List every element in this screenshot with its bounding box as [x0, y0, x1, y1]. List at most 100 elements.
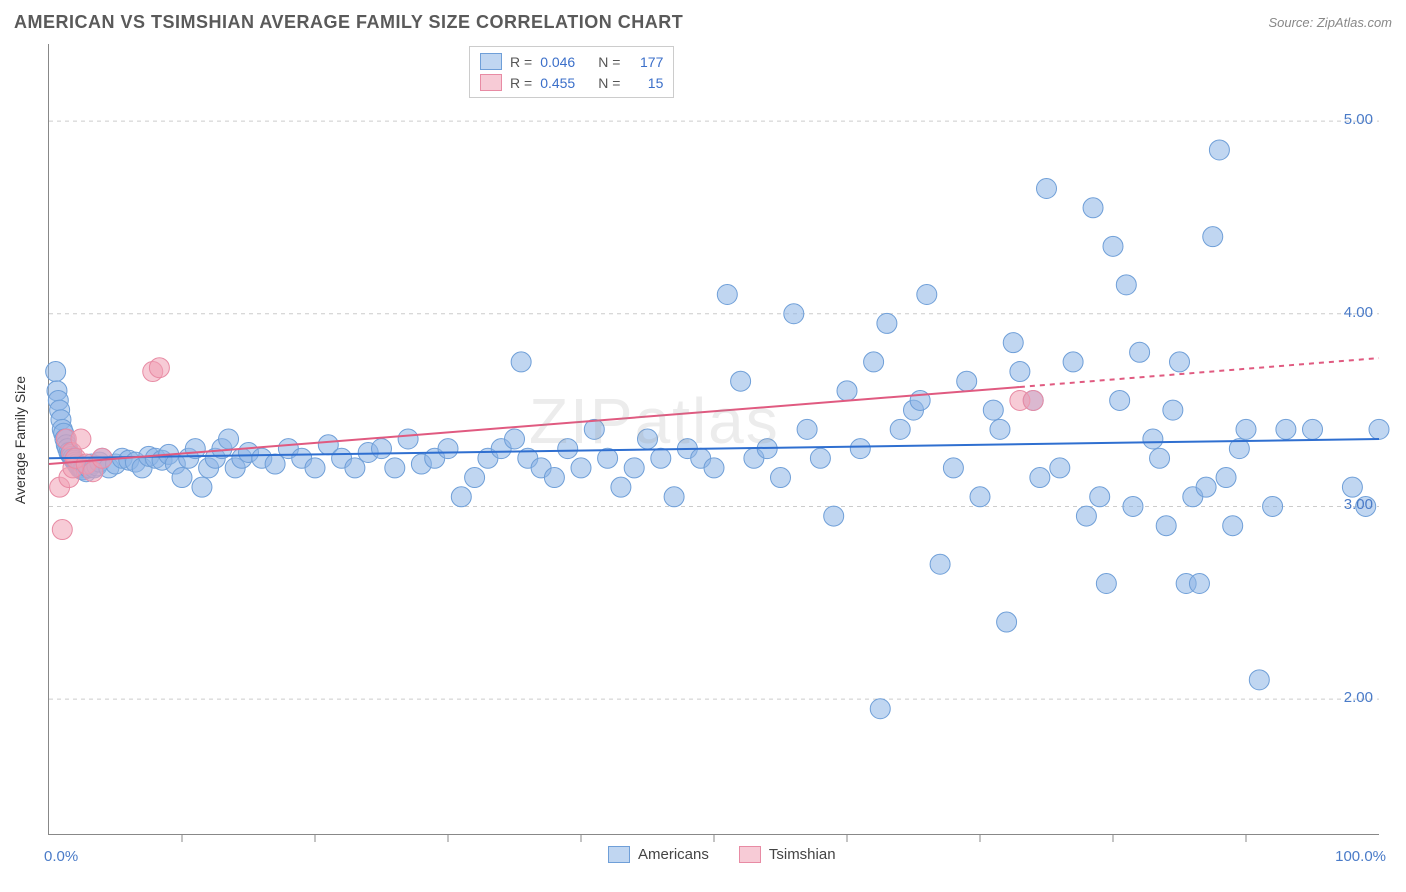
data-point [1096, 574, 1116, 594]
data-point [890, 419, 910, 439]
y-tick-label: 3.00 [1328, 496, 1373, 513]
data-point [219, 429, 239, 449]
data-point [1170, 352, 1190, 372]
chart-title: AMERICAN VS TSIMSHIAN AVERAGE FAMILY SIZ… [14, 12, 683, 33]
legend-swatch [608, 846, 630, 863]
data-point [265, 454, 285, 474]
data-point [71, 429, 91, 449]
y-tick-label: 4.00 [1328, 304, 1373, 321]
data-point [1216, 468, 1236, 488]
stat-n-label: N = [598, 54, 620, 70]
y-tick-label: 2.00 [1328, 689, 1373, 706]
data-point [1369, 419, 1389, 439]
data-point [451, 487, 471, 507]
legend-series-item: Tsimshian [739, 846, 836, 863]
data-point [172, 468, 192, 488]
data-point [717, 284, 737, 304]
data-point [930, 554, 950, 574]
data-point [970, 487, 990, 507]
data-point [149, 358, 169, 378]
legend-series-item: Americans [608, 846, 709, 863]
stat-r-value: 0.046 [540, 54, 590, 70]
stat-n-label: N = [598, 75, 620, 91]
data-point [385, 458, 405, 478]
legend-stats-row: R = 0.046 N = 177 [480, 51, 663, 72]
y-tick-label: 5.00 [1328, 111, 1373, 128]
stat-r-value: 0.455 [540, 75, 590, 91]
data-point [997, 612, 1017, 632]
data-point [372, 439, 392, 459]
data-point [1130, 342, 1150, 362]
data-point [1209, 140, 1229, 160]
data-point [1010, 362, 1030, 382]
plot-area: ZIPatlas R =0.046N =177R =0.455N =15 [48, 44, 1379, 835]
data-point [1123, 496, 1143, 516]
stat-r-label: R = [510, 75, 532, 91]
data-point [1223, 516, 1243, 536]
data-point [870, 699, 890, 719]
legend-stats: R = 0.046 N = 177 R = 0.455 N = 15 [469, 46, 674, 98]
data-point [52, 520, 72, 540]
data-point [837, 381, 857, 401]
data-point [731, 371, 751, 391]
data-point [850, 439, 870, 459]
legend-swatch [739, 846, 761, 863]
scatter-svg [49, 44, 1379, 834]
data-point [771, 468, 791, 488]
data-point [571, 458, 591, 478]
data-point [624, 458, 644, 478]
data-point [1103, 236, 1123, 256]
x-tick-end: 100.0% [1335, 848, 1386, 865]
data-point [305, 458, 325, 478]
data-point [1150, 448, 1170, 468]
data-point [345, 458, 365, 478]
data-point [46, 362, 66, 382]
data-point [465, 468, 485, 488]
data-point [784, 304, 804, 324]
data-point [864, 352, 884, 372]
data-point [983, 400, 1003, 420]
data-point [1063, 352, 1083, 372]
legend-series: Americans Tsimshian [608, 846, 836, 863]
data-point [797, 419, 817, 439]
legend-swatch [480, 53, 502, 70]
legend-stats-row: R = 0.455 N = 15 [480, 72, 663, 93]
y-axis-label: Average Family Size [12, 376, 28, 504]
data-point [1030, 468, 1050, 488]
stat-n-value: 15 [628, 75, 663, 91]
data-point [990, 419, 1010, 439]
data-point [1050, 458, 1070, 478]
data-point [1342, 477, 1362, 497]
data-point [651, 448, 671, 468]
data-point [1083, 198, 1103, 218]
data-point [1203, 227, 1223, 247]
data-point [943, 458, 963, 478]
data-point [398, 429, 418, 449]
data-point [438, 439, 458, 459]
legend-series-label: Tsimshian [769, 846, 836, 863]
legend-swatch [480, 74, 502, 91]
data-point [611, 477, 631, 497]
data-point [1110, 390, 1130, 410]
data-point [1236, 419, 1256, 439]
data-point [1196, 477, 1216, 497]
data-point [664, 487, 684, 507]
data-point [638, 429, 658, 449]
data-point [1076, 506, 1096, 526]
data-point [558, 439, 578, 459]
stat-n-value: 177 [628, 54, 663, 70]
data-point [917, 284, 937, 304]
data-point [877, 313, 897, 333]
data-point [505, 429, 525, 449]
stat-r-label: R = [510, 54, 532, 70]
data-point [1143, 429, 1163, 449]
data-point [192, 477, 212, 497]
data-point [1090, 487, 1110, 507]
title-bar: AMERICAN VS TSIMSHIAN AVERAGE FAMILY SIZ… [14, 12, 1392, 33]
legend-series-label: Americans [638, 846, 709, 863]
data-point [584, 419, 604, 439]
data-point [957, 371, 977, 391]
data-point [1003, 333, 1023, 353]
source-attribution: Source: ZipAtlas.com [1268, 15, 1392, 30]
data-point [1037, 179, 1057, 199]
